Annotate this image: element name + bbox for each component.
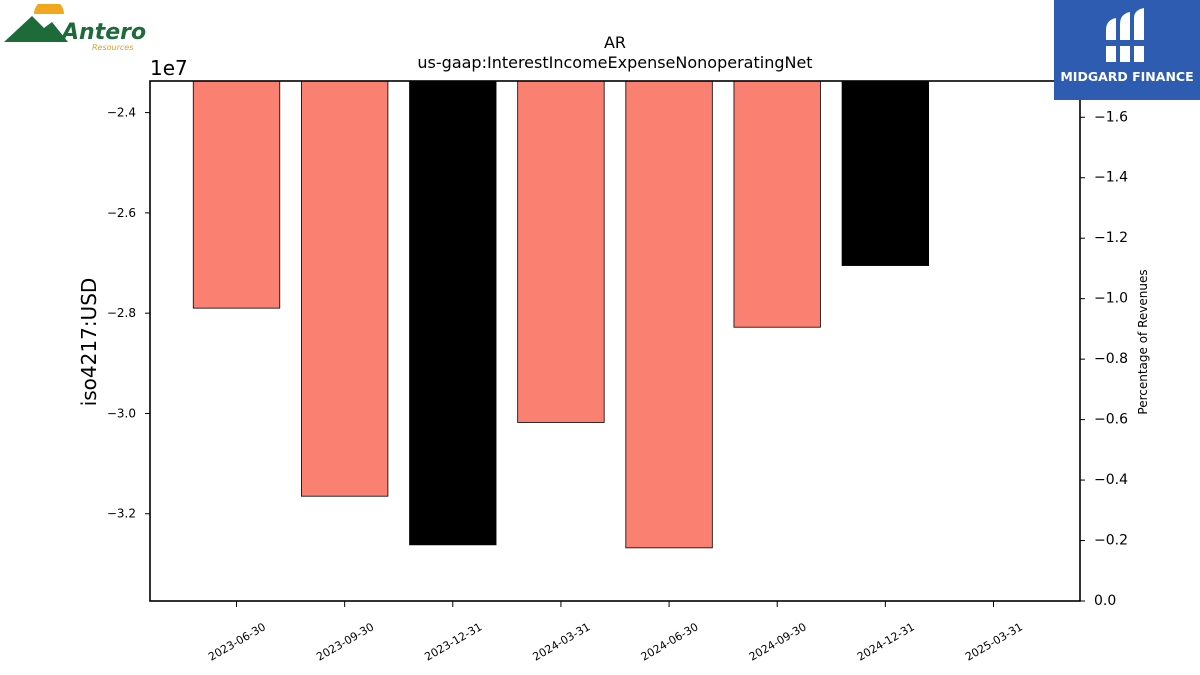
- logo-name: Antero: [60, 20, 146, 45]
- bar-2024-12-31: [841, 80, 930, 266]
- bar-2024-09-30: [733, 80, 821, 328]
- logo-subname: Resources: [92, 43, 133, 52]
- x-tick-label: 2023-09-30: [314, 620, 376, 663]
- midgard-logo: MIDGARD FINANCE: [1054, 0, 1200, 100]
- y2-tick-label: −1.6: [1094, 109, 1128, 125]
- bar-2023-12-31: [409, 80, 497, 546]
- bars-group: [192, 80, 1037, 549]
- y-axis-scale-label: 1e7: [150, 56, 188, 80]
- bar-2023-06-30: [192, 80, 281, 309]
- sun-icon: [34, 4, 64, 14]
- y2-tick-label: −0.8: [1094, 351, 1128, 367]
- x-tick-label: 2024-06-30: [639, 620, 701, 663]
- x-ticks-group: 2023-06-30 2023-09-30 2023-12-31 2024-03-31…: [206, 601, 1025, 664]
- y-tick-label: −2.8: [107, 306, 136, 320]
- bar-2024-06-30: [625, 80, 713, 549]
- chart-subtitle: us-gaap:InterestIncomeExpenseNonoperatin…: [417, 53, 812, 72]
- x-tick-label: 2023-06-30: [206, 620, 268, 663]
- antero-logo: Antero Resources: [4, 4, 146, 52]
- x-tick-label: 2024-09-30: [747, 620, 809, 663]
- y2-axis-label: Percentage of Revenues: [1136, 269, 1150, 414]
- x-tick-label: 2023-12-31: [422, 620, 484, 663]
- x-tick-label: 2024-03-31: [531, 620, 593, 663]
- y2-tick-label: −1.2: [1094, 230, 1128, 246]
- logo-name: MIDGARD FINANCE: [1060, 69, 1193, 84]
- y2-tick-label: −0.4: [1094, 472, 1128, 488]
- y2-tick-label: −0.2: [1094, 533, 1128, 549]
- midgard-mark-icon: MIDGARD FINANCE: [1060, 8, 1194, 84]
- bar-2023-09-30: [300, 80, 389, 497]
- y2-tick-label: 0.0: [1094, 593, 1116, 609]
- y-tick-label: −3.0: [107, 406, 136, 420]
- bar-2024-03-31: [517, 80, 605, 423]
- y2-tick-label: −0.6: [1094, 412, 1128, 428]
- y2-ticks-group: 0.0 −0.2 −0.4 −0.6 −0.8 −1.0 −1.2 −1.4 −1.6: [1080, 109, 1128, 609]
- y-tick-label: −2.6: [107, 206, 136, 220]
- x-tick-label: 2024-12-31: [855, 620, 917, 663]
- y-axis-label: iso4217:USD: [77, 278, 101, 407]
- mountain-icon: [4, 16, 68, 42]
- y2-tick-label: −1.0: [1094, 291, 1128, 307]
- y2-tick-label: −1.4: [1094, 170, 1128, 186]
- x-tick-label: 2025-03-31: [963, 620, 1025, 663]
- chart-title: AR: [604, 33, 626, 52]
- y-tick-label: −3.2: [107, 507, 136, 521]
- plot-frame: [149, 80, 1081, 602]
- y-ticks-group: −3.2 −3.0 −2.8 −2.6 −2.4: [107, 106, 150, 521]
- y-tick-label: −2.4: [107, 106, 136, 120]
